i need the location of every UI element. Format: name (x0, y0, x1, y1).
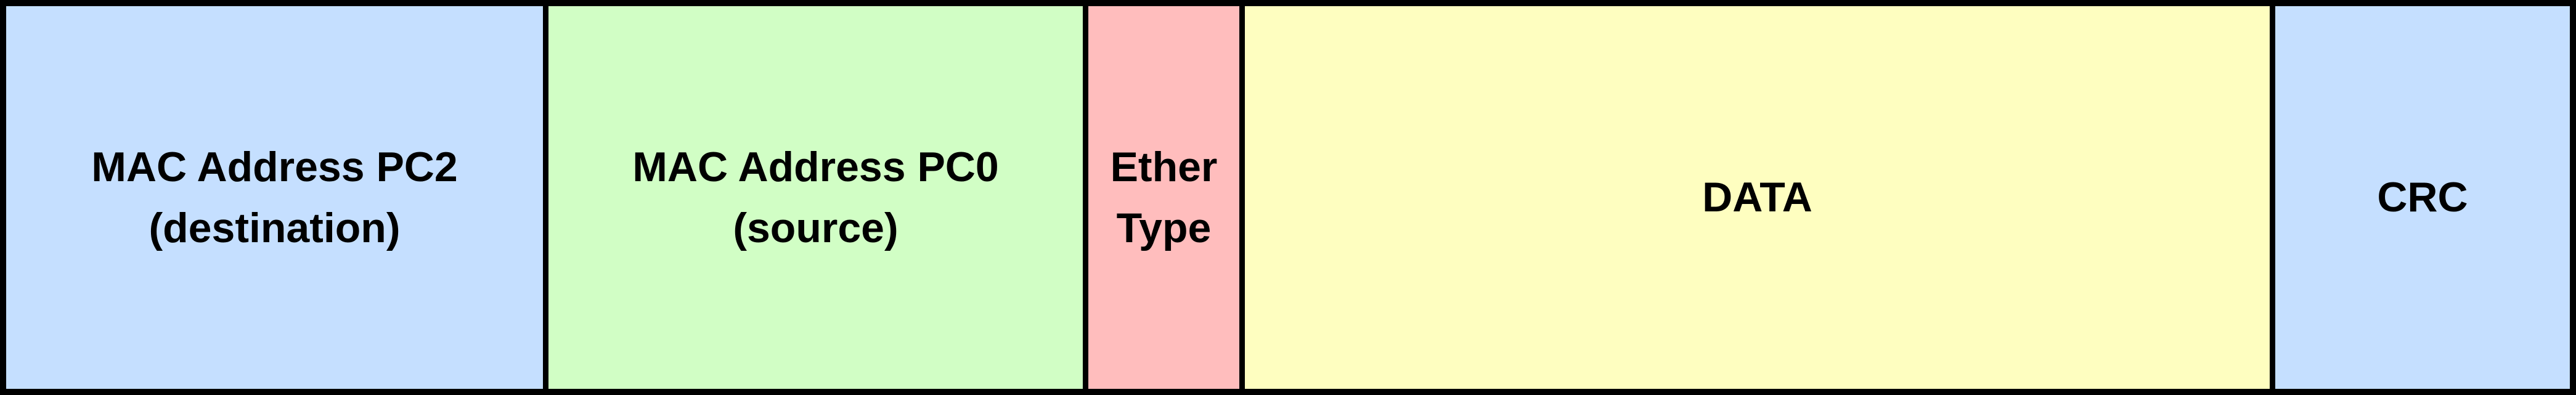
field-label: MAC Address PC0 (source) (632, 137, 999, 258)
field-title: MAC Address PC0 (632, 143, 999, 190)
field-subtitle: (destination) (149, 204, 401, 251)
field-title: DATA (1702, 174, 1812, 221)
field-subtitle: Type (1116, 204, 1212, 251)
field-crc: CRC (2270, 6, 2570, 389)
field-mac-destination: MAC Address PC2 (destination) (6, 6, 543, 389)
field-title: Ether (1110, 143, 1218, 190)
field-mac-source: MAC Address PC0 (source) (543, 6, 1083, 389)
field-label: DATA (1702, 167, 1812, 228)
field-title: CRC (2377, 174, 2468, 221)
field-subtitle: (source) (733, 204, 899, 251)
field-data: DATA (1239, 6, 2270, 389)
field-label: MAC Address PC2 (destination) (91, 137, 458, 258)
field-label: CRC (2377, 167, 2468, 228)
field-label: Ether Type (1111, 137, 1218, 258)
field-ethertype: Ether Type (1083, 6, 1239, 389)
field-title: MAC Address PC2 (91, 143, 458, 190)
